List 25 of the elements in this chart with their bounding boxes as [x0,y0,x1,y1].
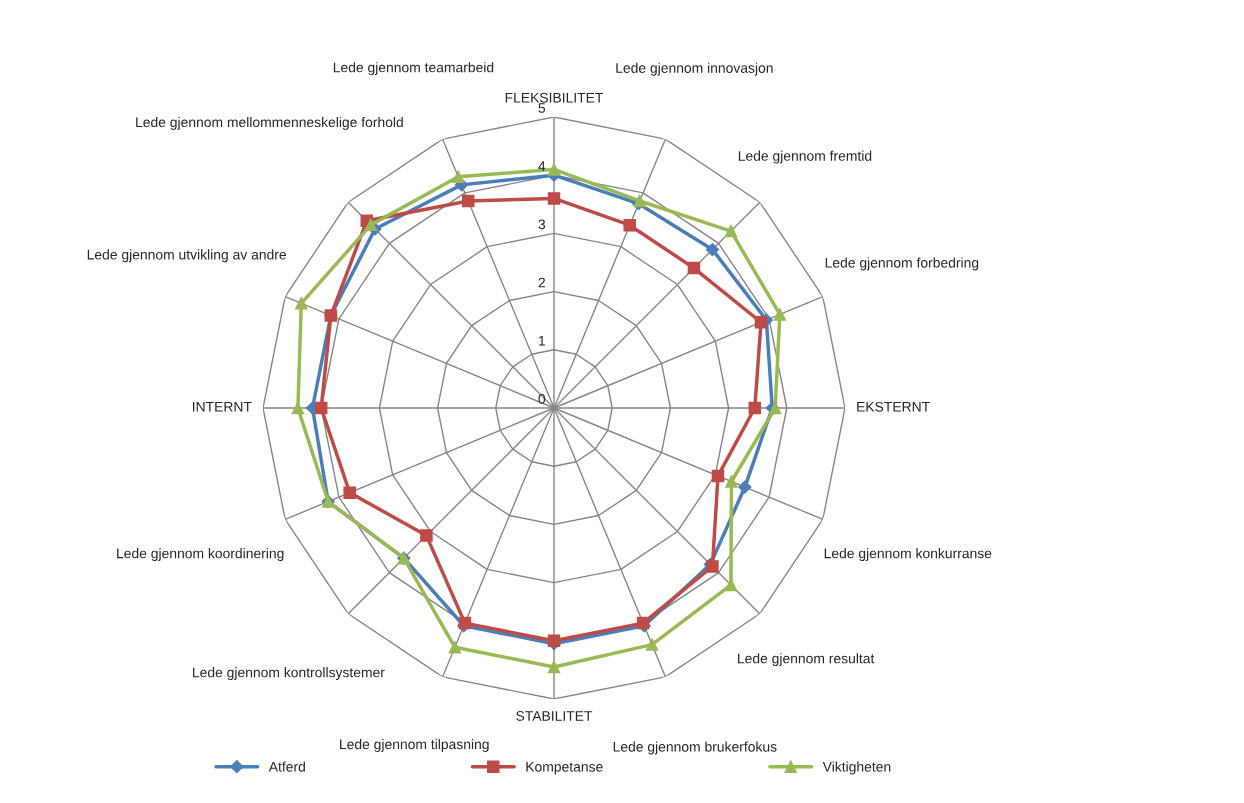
spoke-label: Lede gjennom brukerfokus [613,741,777,755]
spoke-label: Lede gjennom koordinering [117,548,284,562]
y-tick-label: 4 [538,161,546,171]
spoke-label: Lede gjennom tilpasning [340,738,489,752]
y-tick-label: 1 [539,335,545,346]
spoke-label: Lede gjennom konkurranse [824,548,992,562]
spoke-label: EKSTERNT [857,401,930,412]
spoke-label: Lede gjennom innovasjon [616,62,773,76]
y-tick-label: 5 [538,103,546,113]
spoke-label: Lede gjennom utvikling av andre [87,249,287,263]
spoke-label: Lede gjennom kontrollsystemer [193,667,385,681]
y-tick-label: 2 [538,277,545,288]
spoke-label: Lede gjennom mellommenneskelige forhold [136,116,403,130]
spoke-label: FLEKSIBILITET [505,92,604,103]
legend-label: Kompetanse [526,762,603,775]
legend-label: Viktigheten [822,761,891,775]
y-tick-label: 3 [538,219,546,230]
y-tick-label: 0 [538,394,546,404]
spoke-label: STABILITET [516,711,593,721]
spoke-label: Lede gjennom forbedring [825,257,979,271]
spoke-label: INTERNT [193,402,252,412]
spoke-label: Lede gjennom resultat [738,653,875,667]
spoke-label: Lede gjennom fremtid [738,150,872,164]
legend-label: Atferd [268,761,305,772]
spoke-label: Lede gjennom teamarbeid [333,62,494,76]
